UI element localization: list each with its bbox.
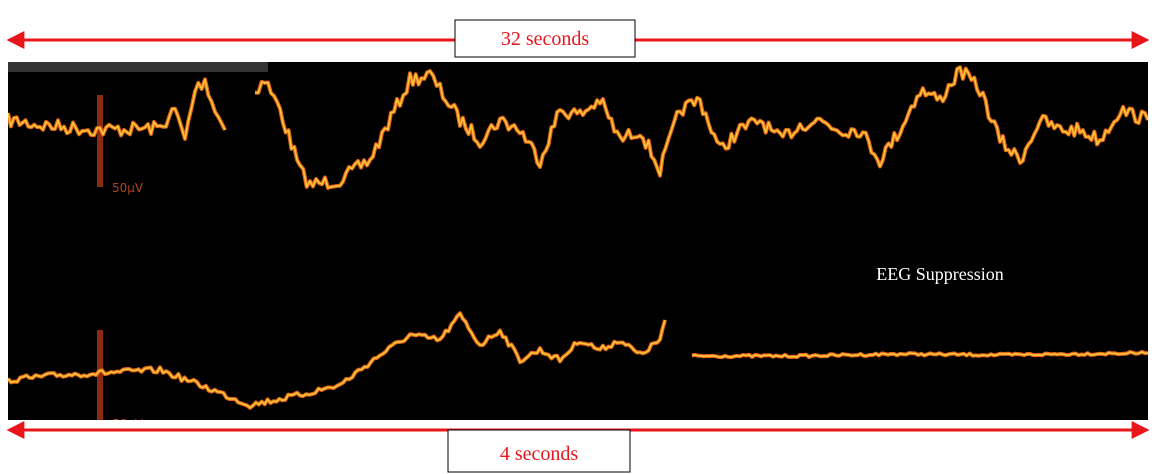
screen-edge: [8, 62, 268, 72]
page: 50µV 50µV 32 seconds EEG Suppression 4 s…: [0, 0, 1155, 474]
span-label: 4 seconds: [500, 443, 579, 465]
scale-label: 50µV: [112, 181, 144, 195]
span-label: 32 seconds: [501, 28, 590, 50]
state-label: EEG Suppression: [876, 264, 1004, 284]
figure: 50µV 50µV 32 seconds EEG Suppression 4 s…: [0, 0, 1155, 474]
scale-bar: [97, 95, 103, 187]
scale-bar: [97, 330, 103, 425]
